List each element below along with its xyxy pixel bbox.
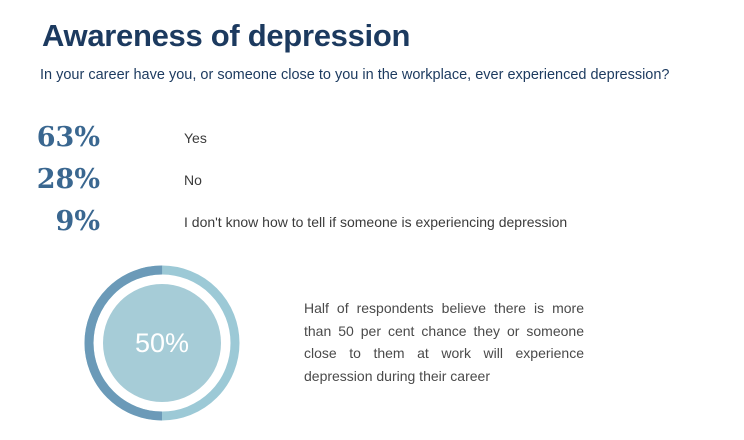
page-title: Awareness of depression <box>42 18 411 53</box>
callout-text: Half of respondents believe there is mor… <box>304 300 584 384</box>
half-respondents-ring: 50% <box>84 265 240 421</box>
ring-value: 50% <box>134 328 190 358</box>
result-label-yes: Yes <box>184 130 207 146</box>
result-label-no: No <box>184 172 202 188</box>
ring-arc-dark <box>84 265 240 421</box>
result-row-yes: 63% Yes <box>0 118 700 158</box>
result-percent-no: 28% <box>36 164 100 195</box>
ring-disc <box>103 284 221 402</box>
result-row-no: 28% No <box>0 160 700 200</box>
result-percent-yes: 63% <box>36 122 100 153</box>
survey-question: In your career have you, or someone clos… <box>40 67 670 83</box>
result-label-dont-know: I don't know how to tell if someone is e… <box>184 214 568 230</box>
result-row-dont-know: 9% I don't know how to tell if someone i… <box>0 202 700 242</box>
ring-graphic <box>84 265 240 421</box>
result-percent-dont-know: 9% <box>55 206 100 237</box>
